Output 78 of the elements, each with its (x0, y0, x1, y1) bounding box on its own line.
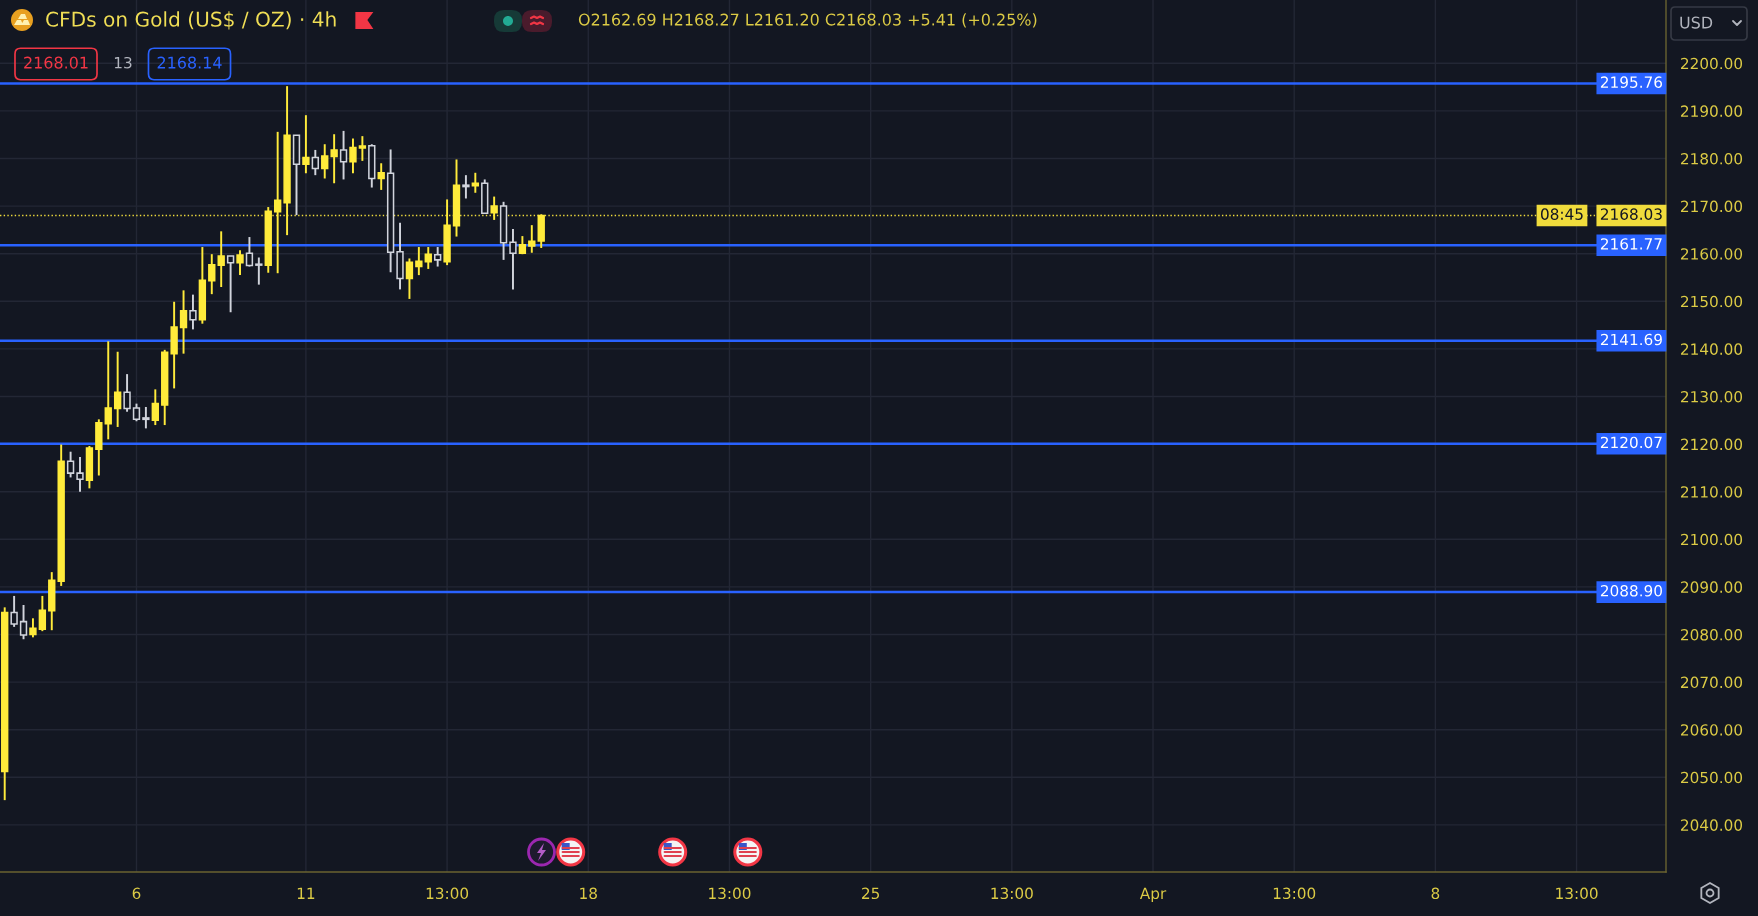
candlestick (255, 256, 263, 286)
candlestick (10, 594, 18, 628)
candlestick (236, 249, 244, 277)
y-tick-label: 2170.00 (1681, 200, 1743, 213)
ref-line-label: 2161.77 (1600, 238, 1662, 250)
candlestick (321, 143, 329, 180)
candlestick (217, 230, 225, 288)
candlestick (151, 388, 159, 427)
candlestick (123, 373, 131, 413)
candlestick (76, 455, 84, 493)
candlestick (104, 340, 112, 441)
y-tick-label: 2130.00 (1681, 390, 1743, 403)
annotation: 08:45 (1540, 208, 1583, 220)
candlestick (19, 604, 28, 641)
candlestick (528, 224, 536, 254)
candlestick (311, 148, 319, 177)
ref-line-label: 2120.07 (1600, 436, 1662, 449)
y-tick-label: 2140.00 (1681, 343, 1743, 355)
y-tick-label: 2110.00 (1681, 486, 1743, 498)
candlestick (66, 450, 75, 479)
candlestick (433, 246, 442, 268)
annotation: 13 (114, 56, 132, 69)
y-tick-label: 2180.00 (1681, 152, 1743, 165)
y-tick-label: 2160.00 (1681, 248, 1743, 260)
candlestick (226, 255, 235, 314)
candlestick (424, 246, 432, 270)
candlestick (273, 130, 282, 275)
candlestick (377, 162, 385, 191)
y-tick-label: 2070.00 (1681, 676, 1743, 689)
x-tick-label: 25 (862, 887, 880, 900)
candlestick (339, 129, 348, 181)
x-tick-label: 11 (297, 887, 315, 899)
candlestick (302, 114, 310, 175)
x-tick-label: 6 (132, 887, 141, 900)
candlestick (29, 617, 37, 639)
ref-line-label: 2195.76 (1600, 76, 1663, 88)
candlestick (490, 195, 498, 221)
x-tick-label: Apr (1139, 887, 1167, 903)
x-tick-label: 13:00 (709, 887, 751, 900)
x-tick-label: 13:00 (426, 887, 469, 900)
x-tick-label: 8 (1431, 887, 1440, 900)
x-tick-label: 13:00 (1556, 887, 1598, 900)
y-tick-label: 2120.00 (1681, 438, 1743, 451)
candlestick (415, 246, 423, 277)
candlestick (349, 137, 357, 175)
candlestick (509, 227, 517, 291)
ref-line-label: 2088.90 (1600, 585, 1662, 597)
candlestick (245, 236, 254, 268)
x-tick-label: 13:00 (1273, 887, 1316, 900)
annotation: 2168.14 (157, 56, 222, 69)
ref-line-label: 2141.69 (1600, 333, 1662, 346)
candlestick (462, 174, 470, 200)
y-tick-label: 2040.00 (1681, 819, 1743, 831)
candlestick (179, 289, 188, 355)
y-tick-label: 2080.00 (1681, 628, 1743, 641)
y-tick-label: 2190.00 (1681, 105, 1743, 117)
y-tick-label: 2200.00 (1681, 57, 1743, 70)
y-tick-label: 2060.00 (1681, 724, 1743, 736)
y-tick-label: 2050.00 (1681, 771, 1743, 784)
candlestick (405, 257, 414, 300)
candlestick (330, 133, 338, 185)
candlestick (471, 171, 480, 194)
y-tick-label: 2090.00 (1681, 581, 1743, 593)
x-tick-label: 18 (580, 887, 597, 900)
candlestick (113, 350, 122, 428)
text: CFDs on Gold (US$ / OZ) · 4h (46, 11, 336, 30)
ref-line-label: 2168.03 (1600, 208, 1662, 220)
x-tick-label: 13:00 (991, 887, 1033, 900)
text: USD (1680, 16, 1713, 29)
y-tick-label: 2150.00 (1681, 295, 1743, 308)
candlestick (208, 253, 216, 296)
candlestick (38, 594, 47, 633)
candlestick (189, 293, 197, 331)
annotation: 2168.01 (24, 56, 88, 69)
y-tick-label: 2100.00 (1681, 533, 1743, 546)
candlestick (142, 406, 150, 430)
candlestick (358, 135, 367, 162)
text: O2162.69 H2168.27 L2161.20 C2168.03 +5.41 (+0.25%) (578, 13, 1037, 28)
